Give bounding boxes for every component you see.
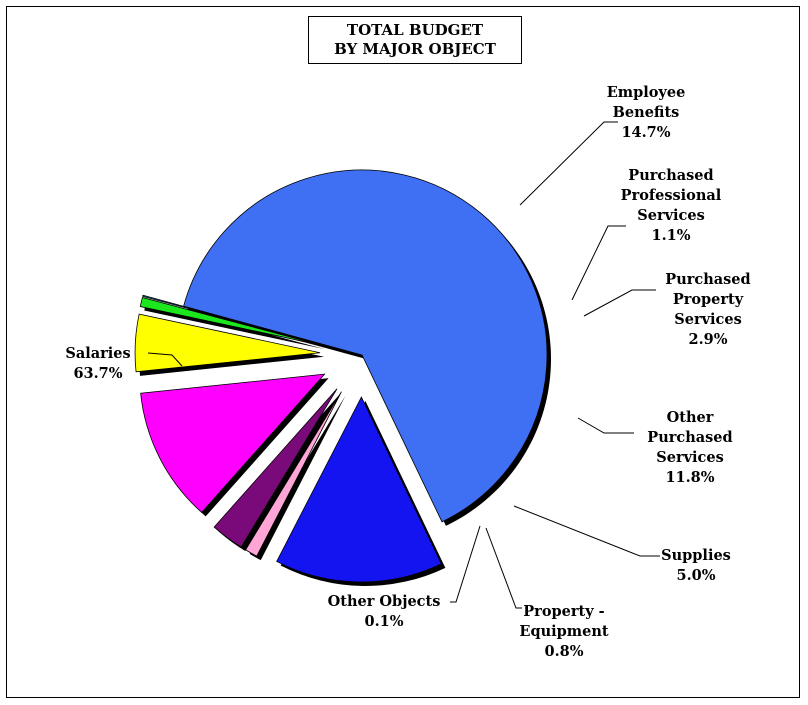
chart-title-line-1: TOTAL BUDGET [346,21,484,39]
label-line: Services [637,207,705,224]
label-line: Purchased [665,271,750,288]
leader-line-other-purchased-services [577,417,634,434]
label-line: 2.9% [688,331,727,348]
label-line: 14.7% [621,124,670,141]
leader-line-purchased-property-services [583,289,656,317]
slices [134,169,548,583]
slice-purchased-property-services[interactable] [213,388,338,548]
label-line: Services [656,449,724,466]
label-line: Salaries [65,345,130,362]
slice-salaries[interactable] [183,169,548,523]
label-supplies: Supplies 5.0% [661,547,731,584]
label-employee-benefits: Employee Benefits 14.7% [607,84,686,141]
leader-line-employee-benefits [519,121,618,206]
slice-employee-benefits[interactable] [276,396,442,583]
leader-line-property-equipment [485,527,522,609]
label-line: Purchased [647,429,732,446]
slice-purchased-professional-services[interactable] [245,391,342,557]
label-line: 63.7% [73,365,122,382]
leader-line-purchased-professional-services [571,225,626,301]
label-line: 11.8% [665,469,714,486]
label-line: 0.1% [364,613,403,630]
label-other-purchased-services: Other Purchased Services 11.8% [647,409,732,486]
label-property-equipment: Property - Equipment 0.8% [519,603,608,660]
label-line: 1.1% [651,227,690,244]
slice-other-objects[interactable] [142,294,322,345]
label-salaries: Salaries 63.7% [65,345,130,382]
label-purchased-professional-services: Purchased Professional Services 1.1% [621,167,722,244]
label-line: Professional [621,187,722,204]
label-line: Other [667,409,714,426]
label-line: Property [673,291,744,308]
label-other-objects: Other Objects 0.1% [328,593,441,630]
slice-supplies[interactable] [134,313,321,373]
label-line: Services [674,311,742,328]
slice-labels: Salaries 63.7% Employee Benefits 14.7% Purcha… [65,84,750,660]
chart-title-line-2: BY MAJOR OBJECT [334,40,496,58]
label-line: Employee [607,84,686,101]
label-line: Equipment [519,623,608,640]
chart-title: TOTAL BUDGET BY MAJOR OBJECT [308,16,522,64]
label-purchased-property-services: Purchased Property Services 2.9% [665,271,750,348]
label-line: 0.8% [544,643,583,660]
leader-line-other-objects [450,525,481,603]
slice-property-equipment[interactable] [139,297,322,346]
label-line: 5.0% [676,567,715,584]
label-line: Property - [523,603,604,620]
label-line: Supplies [661,547,731,564]
leader-line-salaries [147,352,183,367]
label-line: Purchased [628,167,713,184]
label-line: Benefits [613,104,680,121]
slice-other-purchased-services[interactable] [140,373,326,513]
label-line: Other Objects [328,593,441,610]
leader-line-supplies [513,505,660,557]
